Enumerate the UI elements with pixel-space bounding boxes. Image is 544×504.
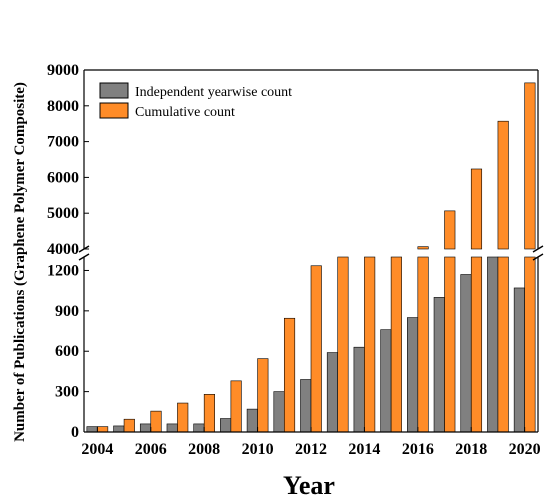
bar-cumulative-2008 (203, 394, 215, 433)
legend-label-cumulative: Cumulative count (135, 105, 235, 120)
axes-layer (78, 69, 544, 433)
bar-cumulative-2009 (230, 380, 242, 433)
bar-cumulative-2007 (177, 402, 189, 433)
y-axis-label: Number of Publications (Graphene Polymer… (12, 82, 28, 442)
x-tick-label-2012: 2012 (295, 441, 327, 458)
bar-independent-2013 (326, 352, 339, 433)
bar-independent-2019 (487, 256, 499, 433)
bar-independent-2011 (273, 391, 285, 433)
bar-cumulative-2018-upper (470, 168, 483, 250)
bar-cumulative-2011 (283, 317, 296, 433)
bar-independent-2017 (433, 297, 445, 433)
x-tick-label-2006: 2006 (135, 441, 167, 458)
bar-independent-2009 (220, 418, 232, 433)
bar-independent-2018 (460, 274, 472, 433)
bar-independent-2008 (193, 423, 205, 433)
bar-cumulative-2020-upper (524, 82, 536, 250)
legend-label-independent: Independent yearwise count (135, 85, 292, 100)
x-tick-label-2016: 2016 (402, 441, 434, 458)
bar-independent-2007 (166, 423, 178, 433)
legend-swatch-cumulative (99, 102, 129, 119)
bar-independent-2014 (353, 346, 365, 433)
x-tick-label-2018: 2018 (455, 441, 487, 458)
bar-cumulative-2017-upper (444, 210, 456, 250)
bar-cumulative-2014 (364, 256, 376, 433)
bar-cumulative-2017 (444, 256, 456, 433)
axis-break-mark-right-lower (532, 253, 544, 261)
y-tick-label-5000: 5000 (47, 205, 79, 222)
x-tick-label-2020: 2020 (509, 441, 541, 458)
ticks-layer: 0 300 600 900 1200 4000 5000 6000 7000 8000 9000 20… (47, 62, 541, 458)
y-tick-label-900: 900 (55, 303, 79, 320)
bar-cumulative-2005 (123, 418, 135, 433)
bars-layer (86, 82, 536, 433)
bar-independent-2010 (246, 408, 258, 433)
x-tick-label-2010: 2010 (242, 441, 274, 458)
axis-break-mark-right-upper (532, 245, 544, 253)
y-tick-label-9000: 9000 (47, 62, 79, 79)
bar-cumulative-2013 (337, 256, 349, 433)
y-tick-label-600: 600 (55, 343, 79, 360)
bar-cumulative-2016-upper (417, 246, 429, 250)
bar-independent-2016 (407, 317, 419, 433)
bar-cumulative-2016 (417, 256, 429, 433)
y-tick-label-7000: 7000 (47, 134, 79, 151)
bar-independent-2020 (513, 287, 525, 433)
legend: Independent yearwise count Cumulative co… (99, 82, 292, 120)
x-axis-label: Year (283, 471, 335, 500)
y-tick-label-300: 300 (55, 384, 79, 401)
bar-independent-2006 (139, 423, 152, 433)
bar-independent-2005 (113, 425, 125, 433)
bar-cumulative-2012 (310, 265, 322, 433)
bar-independent-2012 (300, 379, 312, 433)
bar-independent-2004 (86, 426, 98, 433)
bar-cumulative-2010 (257, 358, 269, 433)
bar-cumulative-2004 (97, 426, 109, 433)
y-tick-label-0: 0 (71, 424, 79, 441)
bar-cumulative-2019-upper (497, 120, 509, 250)
bar-cumulative-2018 (470, 256, 483, 433)
bar-cumulative-2020 (524, 256, 536, 433)
x-tick-label-2014: 2014 (348, 441, 380, 458)
bar-independent-2015 (380, 329, 392, 433)
bar-cumulative-2019 (497, 256, 509, 433)
y-tick-label-6000: 6000 (47, 169, 79, 186)
y-tick-label-4000: 4000 (47, 241, 79, 258)
x-tick-label-2004: 2004 (81, 441, 113, 458)
bar-cumulative-2006 (150, 410, 162, 433)
axis-break-mark-left-lower (78, 253, 90, 261)
x-tick-label-2008: 2008 (188, 441, 220, 458)
legend-swatch-independent (99, 82, 129, 99)
y-tick-label-1200: 1200 (47, 262, 79, 279)
y-tick-label-8000: 8000 (47, 98, 79, 115)
bar-cumulative-2015 (390, 256, 402, 433)
